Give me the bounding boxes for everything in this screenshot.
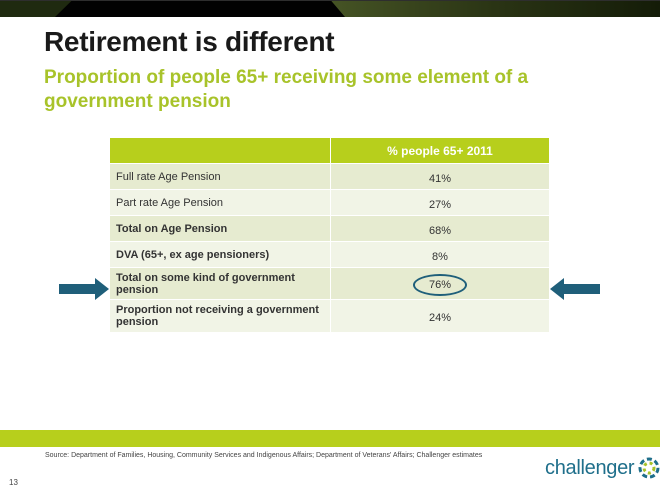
table-header-row: % people 65+ 2011 [110,138,549,164]
source-note: Source: Department of Families, Housing,… [45,452,483,459]
page-subtitle: Proportion of people 65+ receiving some … [44,67,529,112]
highlight-circle: 76% [412,273,468,296]
table-row: Total on Age Pension 68% [110,215,549,242]
arrow-left-icon [550,278,600,300]
row-label: Proportion not receiving a government pe… [110,299,331,332]
row-value: 41% [330,163,549,190]
banner-top-line [0,0,660,1]
logo-text: challenger [545,456,635,479]
pension-table: % people 65+ 2011 Full rate Age Pension … [110,138,549,332]
page-number: 13 [9,478,18,487]
row-value: 76% [330,267,549,300]
row-value: 68% [330,215,549,242]
table-row: DVA (65+, ex age pensioners) 8% [110,241,549,268]
row-label: Full rate Age Pension [110,163,331,190]
row-label: Total on Age Pension [110,215,331,242]
table-header-label [110,138,331,164]
row-label: Total on some kind of government pension [110,267,331,300]
row-value: 8% [330,241,549,268]
table-row: Full rate Age Pension 41% [110,163,549,190]
table-row: Part rate Age Pension 27% [110,189,549,216]
challenger-emblem-icon [638,457,660,479]
row-value: 27% [330,189,549,216]
arrow-right-icon [59,278,109,300]
banner-black-segment [55,0,345,17]
row-label: Part rate Age Pension [110,189,331,216]
table-row: Proportion not receiving a government pe… [110,299,549,332]
footer-bar [0,430,660,447]
page-title: Retirement is different [44,26,335,57]
row-label: DVA (65+, ex age pensioners) [110,241,331,268]
table-header-value: % people 65+ 2011 [330,138,549,164]
row-value: 24% [330,299,549,332]
table-row-highlighted: Total on some kind of government pension… [110,267,549,300]
top-banner [0,0,660,17]
challenger-logo: challenger [545,455,660,481]
